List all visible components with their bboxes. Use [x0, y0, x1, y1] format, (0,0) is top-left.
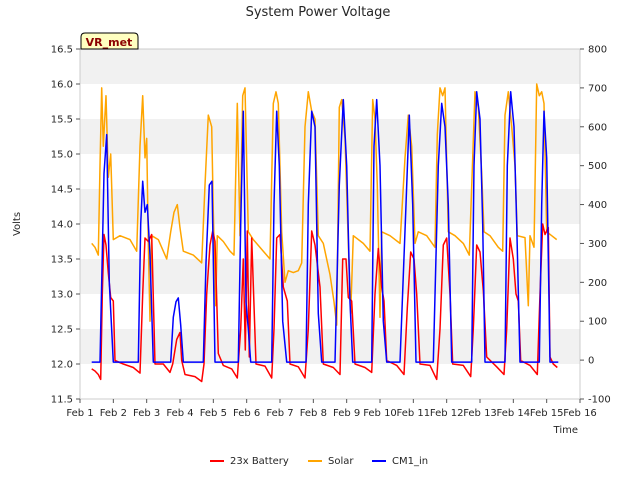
right-axis: -100 0 100 200 300 400 500 600 700 800	[580, 45, 611, 406]
y-right-tick-label: 800	[588, 45, 607, 56]
x-tick-label: Feb 15	[530, 408, 564, 419]
x-axis: Feb 1 Feb 2 Feb 3 Feb 4 Feb 5 Feb 6 Feb 7 Feb 8…	[66, 399, 597, 419]
left-axis: 11.5 12.0 12.5 13.0 13.5 14.0 14.5 15.0 15.5 16.0…	[51, 45, 80, 406]
background-band	[80, 294, 580, 329]
x-tick-label: Feb 3	[133, 408, 160, 419]
chart-title: System Power Voltage	[246, 5, 391, 20]
badge-label: VR_met	[86, 36, 133, 49]
series-group	[91, 83, 559, 383]
y-left-tick-label: 14.5	[51, 185, 73, 196]
x-tick-label: Feb 14	[497, 408, 531, 419]
y-right-tick-label: 100	[588, 317, 607, 328]
x-tick-label: Feb 11	[397, 408, 431, 419]
x-tick-label: Feb 4	[166, 408, 193, 419]
vr-met-badge: VR_met	[80, 32, 139, 50]
background-band	[80, 364, 580, 399]
x-tick-label: Feb 12	[430, 408, 464, 419]
x-tick-label: Feb 7	[266, 408, 293, 419]
x-tick-label: Feb 1	[66, 408, 93, 419]
y-right-tick-label: 600	[588, 122, 607, 133]
y-right-tick-label: 0	[588, 356, 594, 367]
background-band	[80, 154, 580, 189]
y-left-tick-label: 13.0	[51, 290, 73, 301]
y-left-tick-label: 11.5	[51, 395, 73, 406]
x-tick-label: Feb 5	[200, 408, 227, 419]
y-right-tick-label: 200	[588, 278, 607, 289]
y-right-tick-label: 300	[588, 239, 607, 250]
badge-shape	[80, 32, 139, 50]
y-right-tick-label: 500	[588, 161, 607, 172]
x-tick-label: Feb 10	[363, 408, 397, 419]
background-band	[80, 119, 580, 154]
y-left-tick-label: 15.5	[51, 115, 73, 126]
legend-label: Solar	[328, 456, 354, 467]
series-line-23x-battery	[91, 223, 558, 383]
x-tick-label: Feb 13	[463, 408, 497, 419]
y-right-tick-label: 400	[588, 200, 607, 211]
series-line-cm1-in	[91, 91, 559, 363]
legend-label: CM1_in	[392, 456, 428, 467]
background-band	[80, 84, 580, 119]
y-left-tick-label: 14.0	[51, 220, 73, 231]
x-tick-label: Feb 9	[333, 408, 360, 419]
y-left-tick-label: 16.5	[51, 45, 73, 56]
legend-label: 23x Battery	[230, 456, 289, 467]
background-band	[80, 224, 580, 259]
y-right-tick-label: -100	[588, 395, 611, 406]
y-left-tick-label: 15.0	[51, 150, 73, 161]
x-tick-label: Feb 16	[563, 408, 597, 419]
x-tick-label: Feb 8	[300, 408, 327, 419]
background-band	[80, 189, 580, 224]
x-tick-label: Feb 2	[100, 408, 127, 419]
x-axis-label: Time	[553, 425, 578, 436]
background-band	[80, 329, 580, 364]
y-left-tick-label: 16.0	[51, 80, 73, 91]
y-left-tick-label: 13.5	[51, 255, 73, 266]
y-left-tick-label: 12.0	[51, 360, 73, 371]
y-right-tick-label: 700	[588, 83, 607, 94]
background-band	[80, 49, 580, 84]
x-tick-label: Feb 6	[233, 408, 260, 419]
y-left-tick-label: 12.5	[51, 325, 73, 336]
legend: 23x Battery Solar CM1_in	[210, 456, 428, 467]
y-axis-label: Volts	[12, 212, 23, 236]
